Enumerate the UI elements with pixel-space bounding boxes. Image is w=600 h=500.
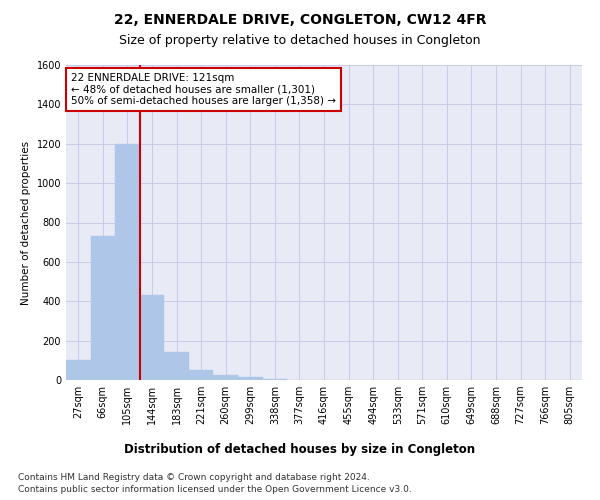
Text: 22 ENNERDALE DRIVE: 121sqm
← 48% of detached houses are smaller (1,301)
50% of s: 22 ENNERDALE DRIVE: 121sqm ← 48% of deta… (71, 73, 336, 106)
Bar (91, 236, 115, 380)
Text: Contains public sector information licensed under the Open Government Licence v3: Contains public sector information licen… (18, 485, 412, 494)
Bar (238, 377, 263, 380)
Bar (263, 379, 287, 380)
Text: Size of property relative to detached houses in Congleton: Size of property relative to detached ho… (119, 34, 481, 47)
Bar (115, 144, 140, 380)
Text: Distribution of detached houses by size in Congleton: Distribution of detached houses by size … (124, 442, 476, 456)
Y-axis label: Number of detached properties: Number of detached properties (21, 140, 31, 304)
Text: Contains HM Land Registry data © Crown copyright and database right 2024.: Contains HM Land Registry data © Crown c… (18, 472, 370, 482)
Bar (214, 375, 238, 380)
Text: 22, ENNERDALE DRIVE, CONGLETON, CW12 4FR: 22, ENNERDALE DRIVE, CONGLETON, CW12 4FR (114, 12, 486, 26)
Bar (164, 352, 189, 380)
Bar (189, 370, 214, 380)
Bar (140, 296, 164, 380)
Bar (66, 360, 91, 380)
